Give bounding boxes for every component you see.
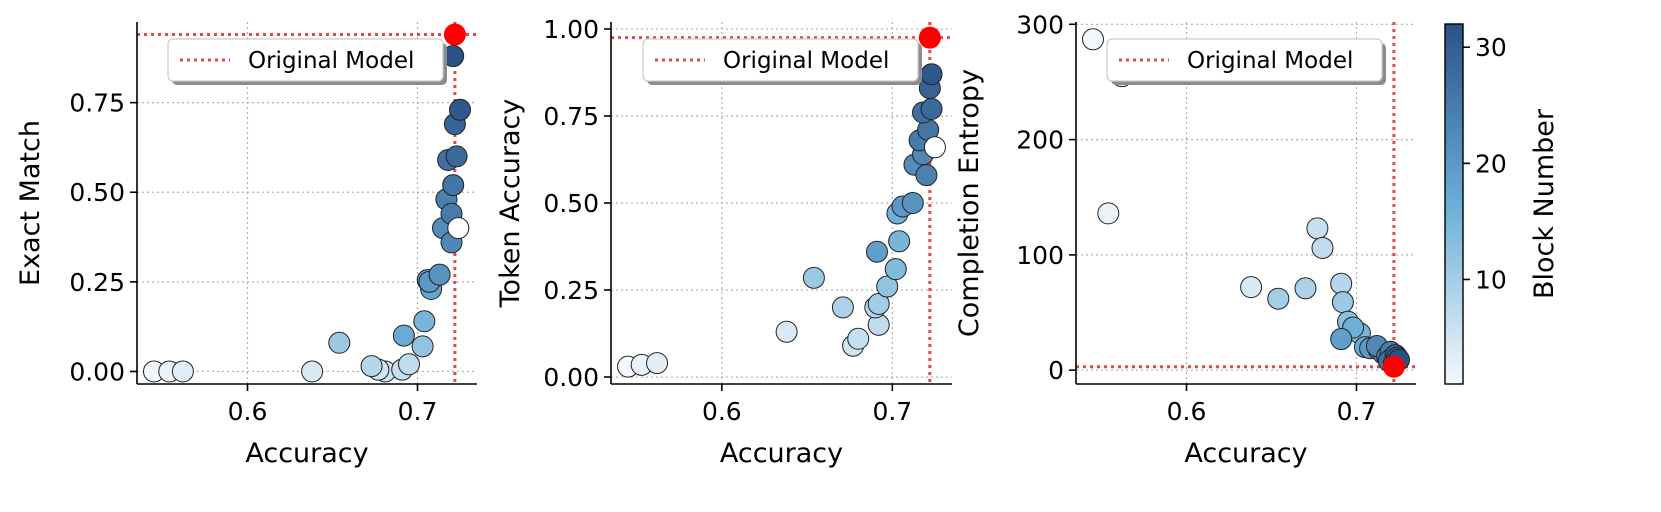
- original-model-point: [443, 23, 466, 46]
- y-tick-label: 0.50: [69, 178, 125, 207]
- panel-3-y-axis-title: Completion Entropy: [954, 69, 985, 337]
- scatter-point: [884, 258, 907, 281]
- panel-1-points: [143, 45, 471, 383]
- scatter-point: [1097, 202, 1120, 225]
- scatter-point: [1082, 28, 1104, 51]
- panel-1-x-ticks: 0.6 0.7: [228, 384, 438, 426]
- panel-3-original-model-marker: [1382, 355, 1405, 378]
- panel-2-y-axis-title: Token Accuracy: [495, 99, 526, 309]
- panel-2-original-model-marker: [918, 26, 941, 49]
- scatter-point: [901, 192, 924, 214]
- scatter-point: [1330, 272, 1353, 295]
- colorbar-tick-label: 20: [1475, 149, 1507, 178]
- colorbar-gradient: [1444, 23, 1464, 385]
- colorbar: 10 20 30 Block Number: [1444, 23, 1560, 385]
- panel-1-x-axis-title: Accuracy: [245, 438, 368, 469]
- panel-2-legend: Original Model: [642, 38, 922, 85]
- x-tick-label: 0.6: [702, 397, 742, 426]
- x-tick-label: 0.7: [872, 397, 912, 426]
- y-tick-label: 100: [1016, 241, 1064, 270]
- y-tick-label: 0.25: [543, 276, 599, 305]
- scatter-point: [1267, 287, 1290, 310]
- panel-1-original-model-marker: [443, 23, 466, 46]
- panel-3-x-ticks: 0.6 0.7: [1167, 384, 1377, 426]
- panel-1-reference-lines: [137, 22, 477, 384]
- y-tick-label: 0.75: [69, 89, 125, 118]
- scatter-point: [1306, 217, 1329, 240]
- panel-2-reference-lines: [611, 22, 952, 384]
- legend-label: Original Model: [1187, 48, 1353, 74]
- panel-3-reference-lines: [1076, 22, 1416, 384]
- scatter-point: [1331, 291, 1354, 314]
- y-tick-label: 0.50: [543, 189, 599, 218]
- panel-completion-entropy: 0.6 0.7 0 100 200 300 Accuracy Completion En…: [954, 10, 1416, 469]
- x-tick-label: 0.6: [1167, 397, 1207, 426]
- colorbar-tick-label: 10: [1475, 265, 1507, 294]
- y-tick-label: 0.00: [543, 363, 599, 392]
- scatter-point: [920, 98, 943, 121]
- panel-2-x-axis-title: Accuracy: [720, 438, 843, 469]
- scatter-point: [920, 63, 943, 86]
- panel-token-accuracy: 0.6 0.7 0.00 0.25 0.50 0.75 1.00 Accuracy Tok…: [495, 15, 952, 469]
- original-model-point: [1382, 355, 1405, 378]
- scatter-point: [915, 164, 938, 187]
- y-tick-label: 300: [1016, 10, 1064, 39]
- scatter-point: [392, 324, 415, 347]
- scatter-point: [328, 331, 351, 354]
- y-tick-label: 0.25: [69, 268, 125, 297]
- scatter-point: [1330, 328, 1353, 351]
- scatter-point: [360, 355, 383, 378]
- panel-2-x-ticks: 0.6 0.7: [702, 384, 912, 426]
- panel-2-y-ticks: 0.00 0.25 0.50 0.75 1.00: [543, 15, 611, 392]
- scatter-point: [301, 360, 324, 383]
- scatter-point: [847, 327, 870, 350]
- y-tick-label: 200: [1016, 126, 1064, 155]
- scatter-point: [171, 360, 194, 383]
- scatter-point: [775, 320, 798, 343]
- scatter-point: [646, 352, 669, 375]
- x-tick-label: 0.6: [228, 397, 268, 426]
- original-model-point: [918, 26, 941, 49]
- scatter-point: [1240, 276, 1263, 299]
- panel-1-y-axis-title: Exact Match: [15, 120, 46, 286]
- panel-exact-match: 0.6 0.7 0.00 0.25 0.50 0.75 Accuracy Exact M…: [15, 22, 477, 469]
- panel-3-y-ticks: 0 100 200 300: [1016, 10, 1076, 385]
- scatter-point: [802, 266, 825, 289]
- scatter-point: [923, 136, 946, 159]
- scatter-point: [1294, 277, 1317, 300]
- panel-3-x-axis-title: Accuracy: [1184, 438, 1307, 469]
- scatter-point: [428, 263, 451, 286]
- panel-1-legend: Original Model: [167, 38, 447, 85]
- scatter-point: [449, 98, 471, 121]
- scatter-point: [831, 296, 854, 319]
- legend-box: [1106, 38, 1383, 82]
- panel-2-points: [617, 63, 946, 378]
- legend-box: [167, 38, 444, 82]
- scatter-point: [888, 230, 911, 253]
- x-tick-label: 0.7: [1337, 397, 1377, 426]
- colorbar-tick-label: 30: [1475, 33, 1507, 62]
- y-tick-label: 0.75: [543, 102, 599, 131]
- legend-box: [642, 38, 919, 82]
- panel-3-legend: Original Model: [1106, 38, 1386, 85]
- y-tick-label: 1.00: [543, 15, 599, 44]
- legend-label: Original Model: [248, 48, 414, 74]
- colorbar-ticks: 10 20 30: [1463, 33, 1507, 294]
- scatter-point: [413, 310, 436, 333]
- scatter-point: [865, 240, 888, 263]
- scatter-point: [411, 335, 434, 358]
- colorbar-label: Block Number: [1529, 108, 1560, 299]
- scatter-point: [447, 217, 470, 240]
- y-tick-label: 0: [1048, 356, 1064, 385]
- scatter-point: [1311, 236, 1334, 259]
- scatter-point: [398, 353, 420, 376]
- scatter-point: [445, 145, 468, 168]
- y-tick-label: 0.00: [69, 357, 125, 386]
- scatter-point: [442, 174, 465, 197]
- x-tick-label: 0.7: [398, 397, 438, 426]
- legend-label: Original Model: [723, 48, 889, 74]
- panel-1-y-ticks: 0.00 0.25 0.50 0.75: [69, 89, 137, 386]
